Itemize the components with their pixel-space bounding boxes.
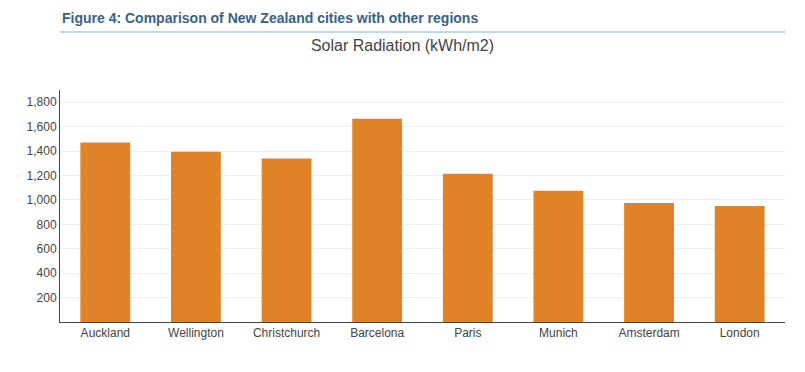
svg-text:600: 600 bbox=[37, 242, 57, 256]
svg-text:1,000: 1,000 bbox=[27, 193, 57, 207]
svg-text:Barcelona: Barcelona bbox=[350, 326, 404, 340]
svg-text:1,400: 1,400 bbox=[27, 144, 57, 158]
svg-text:Wellington: Wellington bbox=[168, 326, 224, 340]
svg-text:Figure 4: Comparison of New Ze: Figure 4: Comparison of New Zealand citi… bbox=[62, 10, 478, 26]
svg-text:1,600: 1,600 bbox=[27, 120, 57, 134]
svg-text:Auckland: Auckland bbox=[81, 326, 130, 340]
svg-text:Munich: Munich bbox=[539, 326, 578, 340]
svg-text:London: London bbox=[720, 326, 760, 340]
svg-text:400: 400 bbox=[37, 266, 57, 280]
svg-text:800: 800 bbox=[37, 218, 57, 232]
svg-text:Paris: Paris bbox=[454, 326, 481, 340]
svg-text:Amsterdam: Amsterdam bbox=[618, 326, 679, 340]
svg-text:200: 200 bbox=[37, 291, 57, 305]
svg-text:1,800: 1,800 bbox=[27, 95, 57, 109]
svg-text:Christchurch: Christchurch bbox=[253, 326, 320, 340]
svg-text:1,200: 1,200 bbox=[27, 169, 57, 183]
svg-text:Solar Radiation (kWh/m2): Solar Radiation (kWh/m2) bbox=[311, 37, 494, 54]
